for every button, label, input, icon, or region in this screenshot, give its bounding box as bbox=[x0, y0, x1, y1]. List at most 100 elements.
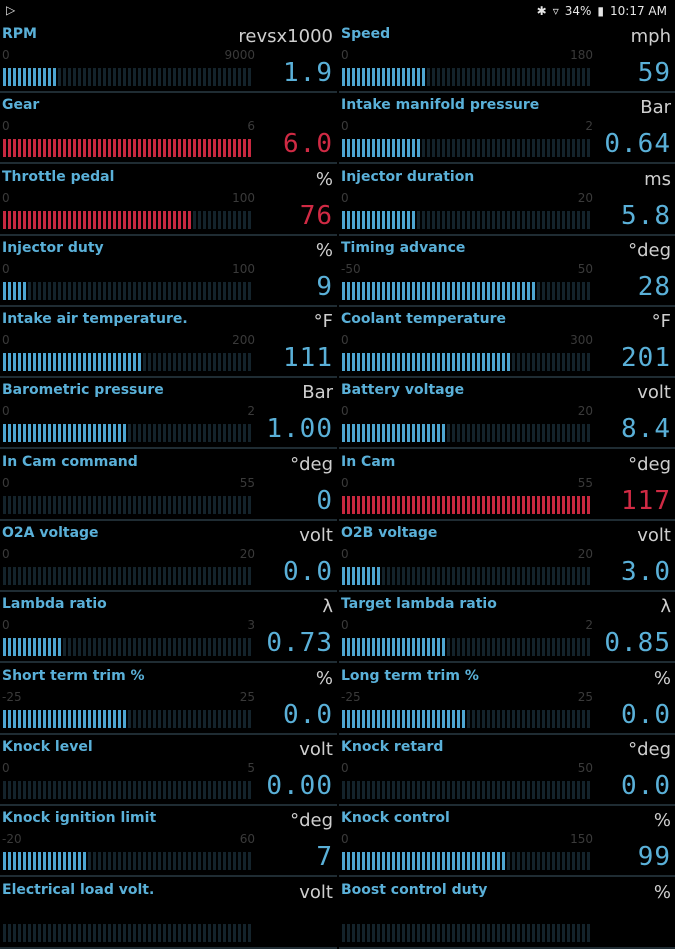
gauge-bar-fill bbox=[3, 852, 88, 871]
gauge-tile[interactable]: Gear 0 6 6.0 bbox=[0, 93, 337, 165]
gauge-name: Battery voltage bbox=[341, 382, 465, 399]
gauge-bar bbox=[3, 424, 253, 443]
gauge-tile[interactable]: In Cam command °deg 0 55 0 bbox=[0, 450, 337, 521]
gauge-name: Injector duty bbox=[2, 239, 104, 256]
gauge-name: Knock retard bbox=[341, 738, 444, 755]
gauge-name: Throttle pedal bbox=[2, 168, 115, 185]
gauge-tile[interactable]: Electrical load volt. volt bbox=[0, 878, 337, 949]
gauge-tile[interactable]: Knock retard °deg 0 50 0.0 bbox=[339, 735, 675, 806]
gauge-tile[interactable]: Long term trim %% -25 25 0.0 bbox=[339, 664, 675, 735]
divider bbox=[0, 661, 337, 664]
gauge-name: Coolant temperature bbox=[341, 311, 506, 328]
gauge-range-min: -25 bbox=[2, 689, 22, 704]
gauge-unit: °deg bbox=[628, 453, 671, 475]
gauge-row: Gear 0 6 6.0 Intake manifold pressure Bar 0 2 0.… bbox=[0, 93, 675, 165]
gauge-range-min: 0 bbox=[2, 618, 10, 633]
gauge-bar-fill bbox=[3, 281, 26, 300]
gauge-range-min: 0 bbox=[341, 404, 349, 419]
gauge-value: 0.0 bbox=[283, 557, 333, 588]
gauge-range-min: 0 bbox=[341, 119, 349, 134]
bluetooth-icon: ✱ bbox=[536, 4, 547, 18]
gauge-tile[interactable]: Target lambda ratio λ 0 2 0.85 bbox=[339, 592, 675, 664]
gauge-range-max: 150 bbox=[570, 832, 593, 847]
divider bbox=[0, 946, 337, 949]
gauge-tile[interactable]: Short term trim %% -25 25 0.0 bbox=[0, 664, 337, 735]
gauge-bar bbox=[3, 495, 253, 514]
gauge-unit: volt bbox=[299, 525, 333, 547]
gauge-tile[interactable]: Lambda ratio λ 0 3 0.73 bbox=[0, 592, 337, 664]
gauge-range-min: 0 bbox=[2, 333, 10, 348]
gauge-tile[interactable]: Battery voltage volt 0 20 8.4 bbox=[339, 378, 675, 450]
gauge-tile[interactable]: O2B voltage volt 0 20 3.0 bbox=[339, 521, 675, 593]
gauge-tile[interactable]: Intake air temperature. °F 0 200 111 bbox=[0, 307, 337, 379]
gauge-tile[interactable]: Timing advance °deg -50 50 28 bbox=[339, 236, 675, 307]
gauge-unit: % bbox=[315, 667, 333, 689]
divider bbox=[339, 732, 675, 735]
gauge-row: RPM revsx1000 0 9000 1.9 Speed mph 0 180 59 bbox=[0, 22, 675, 93]
gauge-range-max: 25 bbox=[239, 689, 255, 704]
gauge-tile[interactable]: RPM revsx1000 0 9000 1.9 bbox=[0, 22, 337, 93]
gauge-range-min: 0 bbox=[341, 760, 349, 775]
gauge-value: 111 bbox=[283, 343, 333, 374]
gauge-tile[interactable]: O2A voltage volt 0 20 0.0 bbox=[0, 521, 337, 593]
gauge-unit: °F bbox=[651, 311, 671, 333]
gauge-unit: ms bbox=[644, 168, 671, 190]
gauge-value: 9 bbox=[316, 271, 333, 302]
gauge-bar-fill bbox=[342, 210, 415, 229]
gauge-tile[interactable]: Barometric pressure Bar 0 2 1.00 bbox=[0, 378, 337, 450]
gauge-tile[interactable]: Boost control duty% bbox=[339, 878, 675, 949]
gauge-unit: λ bbox=[322, 596, 333, 618]
gauge-tile[interactable]: Speed mph 0 180 59 bbox=[339, 22, 675, 93]
gauge-row: Injector duty% 0 100 9 Timing advance °deg -50… bbox=[0, 236, 675, 307]
gauge-bar bbox=[342, 567, 592, 586]
gauge-bar bbox=[342, 353, 592, 372]
battery-level: 34% bbox=[564, 4, 592, 18]
gauge-name: Gear bbox=[2, 97, 40, 114]
gauge-value: 5.8 bbox=[621, 200, 671, 231]
gauge-range-min: 0 bbox=[341, 48, 349, 62]
gauge-tile[interactable]: Intake manifold pressure Bar 0 2 0.64 bbox=[339, 93, 675, 165]
divider bbox=[0, 803, 337, 806]
divider bbox=[339, 946, 675, 949]
gauge-bar bbox=[342, 923, 592, 942]
gauge-tile[interactable]: Injector duration ms 0 20 5.8 bbox=[339, 165, 675, 236]
divider bbox=[0, 376, 337, 379]
gauge-range-max: 60 bbox=[239, 832, 255, 847]
gauge-value: 201 bbox=[621, 343, 671, 374]
gauge-tile[interactable]: Coolant temperature °F 0 300 201 bbox=[339, 307, 675, 379]
gauge-range-max: 25 bbox=[577, 689, 593, 704]
gauge-range-min: 0 bbox=[2, 760, 10, 775]
gauge-bar bbox=[3, 210, 253, 229]
gauge-tile[interactable]: Knock ignition limit °deg -20 60 7 bbox=[0, 806, 337, 878]
gauge-range-min: 0 bbox=[2, 475, 10, 490]
gauge-bar-fill bbox=[342, 852, 507, 871]
gauge-range-max: 55 bbox=[239, 475, 255, 490]
gauge-bar bbox=[342, 709, 592, 728]
gauge-tile[interactable]: Injector duty% 0 100 9 bbox=[0, 236, 337, 307]
gauge-value: 0.85 bbox=[604, 628, 671, 659]
divider bbox=[0, 875, 337, 878]
gauge-row: Electrical load volt. volt Boost control d… bbox=[0, 878, 675, 949]
gauge-bar bbox=[3, 709, 253, 728]
divider bbox=[339, 162, 675, 165]
gauge-tile[interactable]: Knock level volt 0 5 0.00 bbox=[0, 735, 337, 806]
gauge-range-min: -25 bbox=[341, 689, 361, 704]
gauge-range-min: 0 bbox=[341, 333, 349, 348]
gauge-bar-fill bbox=[3, 709, 128, 728]
gauge-name: RPM bbox=[2, 26, 37, 42]
gauge-value: 0.73 bbox=[266, 628, 333, 659]
gauge-tile[interactable]: In Cam °deg 0 55 117 bbox=[339, 450, 675, 521]
gauge-bar-fill bbox=[3, 638, 63, 657]
gauge-tile[interactable]: Throttle pedal% 0 100 76 bbox=[0, 165, 337, 236]
gauge-bar-fill bbox=[342, 638, 447, 657]
divider bbox=[339, 304, 675, 307]
gauge-tile[interactable]: Knock control% 0 150 99 bbox=[339, 806, 675, 878]
gauge-range-max: 9000 bbox=[224, 48, 255, 62]
gauge-bar bbox=[3, 780, 253, 799]
gauge-unit: % bbox=[315, 239, 333, 261]
gauge-unit: revsx1000 bbox=[238, 26, 333, 47]
gauge-value: 6.0 bbox=[283, 129, 333, 160]
gauge-range-min: 0 bbox=[341, 832, 349, 847]
gauge-range-max: 20 bbox=[577, 547, 593, 562]
gauge-range-min: -20 bbox=[2, 832, 22, 847]
